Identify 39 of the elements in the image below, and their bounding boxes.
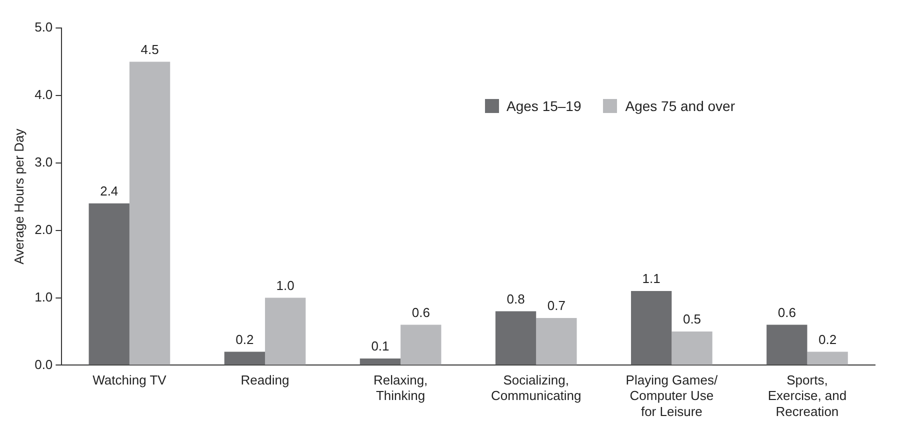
y-tick-label: 0.0	[34, 356, 53, 372]
x-tick-label: Watching TV	[92, 372, 167, 388]
data-label: 2.4	[100, 183, 118, 198]
y-tick-label: 3.0	[34, 154, 53, 170]
bar	[400, 324, 442, 365]
legend-label: Ages 15–19	[506, 98, 582, 114]
y-axis-title: Average Hours per Day	[11, 128, 26, 264]
x-tick-label: Reading	[240, 372, 290, 388]
data-label: 0.2	[236, 332, 254, 347]
x-tick-label: Socializing, Communicating	[490, 372, 582, 404]
bar	[88, 203, 130, 365]
data-label: 0.2	[818, 332, 837, 347]
y-tick-label: 1.0	[34, 289, 53, 304]
bar	[807, 352, 848, 365]
data-label: 0.1	[371, 338, 390, 354]
data-label: 4.5	[140, 42, 159, 57]
data-label: 0.6	[412, 304, 430, 320]
data-label: 0.7	[547, 298, 566, 314]
data-label: 1.0	[276, 278, 294, 293]
data-label: 0.5	[682, 312, 702, 327]
bar	[536, 318, 577, 365]
bar	[631, 291, 672, 365]
y-tick-label: 4.0	[34, 87, 53, 102]
x-tick-label: Playing Games/ Computer Use for Leisure	[626, 372, 718, 419]
y-tick-label: 5.0	[34, 20, 53, 35]
y-tick-label: 2.0	[34, 222, 53, 237]
bar	[265, 298, 306, 365]
x-tick-label: Sports, Exercise, and Recreation	[768, 372, 847, 419]
data-label: 0.6	[778, 304, 796, 320]
bar	[495, 311, 536, 365]
bar	[129, 62, 170, 365]
x-tick-label: Relaxing, Thinking	[373, 372, 428, 404]
bar	[672, 331, 712, 365]
data-label: 1.1	[642, 271, 660, 286]
bar	[360, 358, 401, 365]
legend-label: Ages 75 and over	[625, 98, 735, 114]
bar	[224, 352, 266, 365]
bar	[766, 324, 808, 365]
data-label: 0.8	[506, 291, 525, 306]
